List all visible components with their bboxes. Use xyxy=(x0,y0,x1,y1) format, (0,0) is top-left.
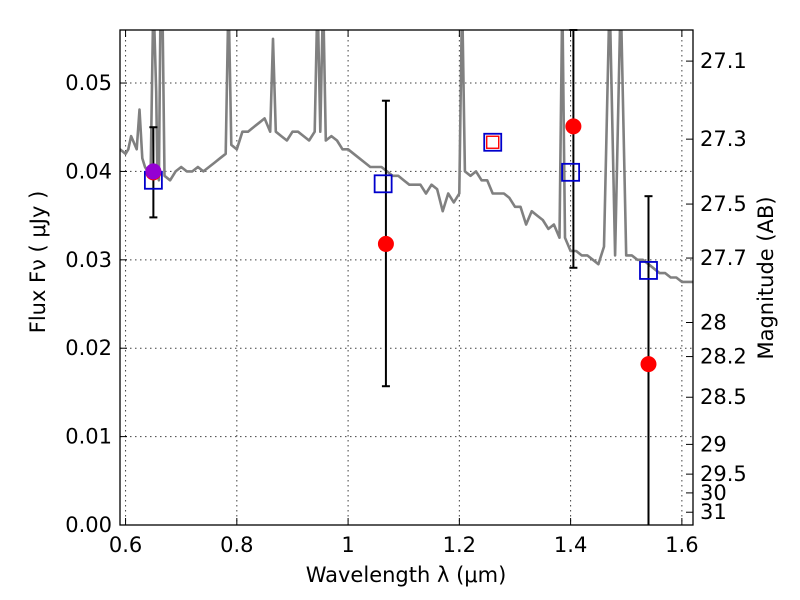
plot-background xyxy=(120,30,693,525)
y-tick-label: 0.01 xyxy=(65,425,112,449)
right-tick-label: 27.1 xyxy=(700,49,747,73)
data-point-square xyxy=(561,162,581,182)
grid xyxy=(120,30,693,525)
x-tick-label: 1.4 xyxy=(554,533,587,557)
y-axis-label: Flux Fν ( μJy ) xyxy=(26,191,50,334)
x-tick-label: 1.2 xyxy=(443,533,476,557)
y-tick-label: 0.05 xyxy=(65,71,112,95)
x-tick-label: 1 xyxy=(341,533,354,557)
right-axis-label: Magnitude (AB) xyxy=(754,196,778,359)
data-point-square-small xyxy=(486,135,500,149)
x-tick-label: 0.8 xyxy=(220,533,253,557)
y-tick-label: 0.00 xyxy=(65,513,112,537)
ticks: 0.6 0.8 1 1.2 1.4 1.6 0.00 0.01 0.02 0.03 0.04 0.05… xyxy=(65,30,747,557)
data-point-circle xyxy=(377,235,394,252)
data-point-circle xyxy=(640,356,657,373)
data-point-square xyxy=(639,261,658,280)
marker-layer xyxy=(143,118,658,373)
data-point-circle xyxy=(565,118,582,135)
x-axis-label: Wavelength λ (μm) xyxy=(306,563,507,587)
data-point-circle xyxy=(145,163,162,180)
right-tick-label: 30 xyxy=(700,481,727,505)
x-tick-label: 1.6 xyxy=(665,533,698,557)
template-spectrum-layer xyxy=(120,30,693,284)
right-tick-label: 29 xyxy=(700,432,727,456)
plot-frame xyxy=(119,29,694,526)
right-tick-label: 28.2 xyxy=(700,345,747,369)
y-tick-label: 0.03 xyxy=(65,248,112,272)
right-tick-label: 27.5 xyxy=(700,192,747,216)
right-tick-label: 29.5 xyxy=(700,462,747,486)
right-tick-label: 28.5 xyxy=(700,385,747,409)
right-tick-label: 28 xyxy=(700,311,727,335)
y-tick-label: 0.04 xyxy=(65,159,112,183)
x-tick-label: 0.6 xyxy=(109,533,142,557)
data-point-square xyxy=(483,132,503,152)
template-spectrum-line xyxy=(120,30,693,284)
y-tick-label: 0.02 xyxy=(65,336,112,360)
right-tick-label: 31 xyxy=(700,500,727,524)
right-tick-label: 27.3 xyxy=(700,127,747,151)
data-point-square xyxy=(373,174,393,194)
right-tick-label: 27.7 xyxy=(700,246,747,270)
